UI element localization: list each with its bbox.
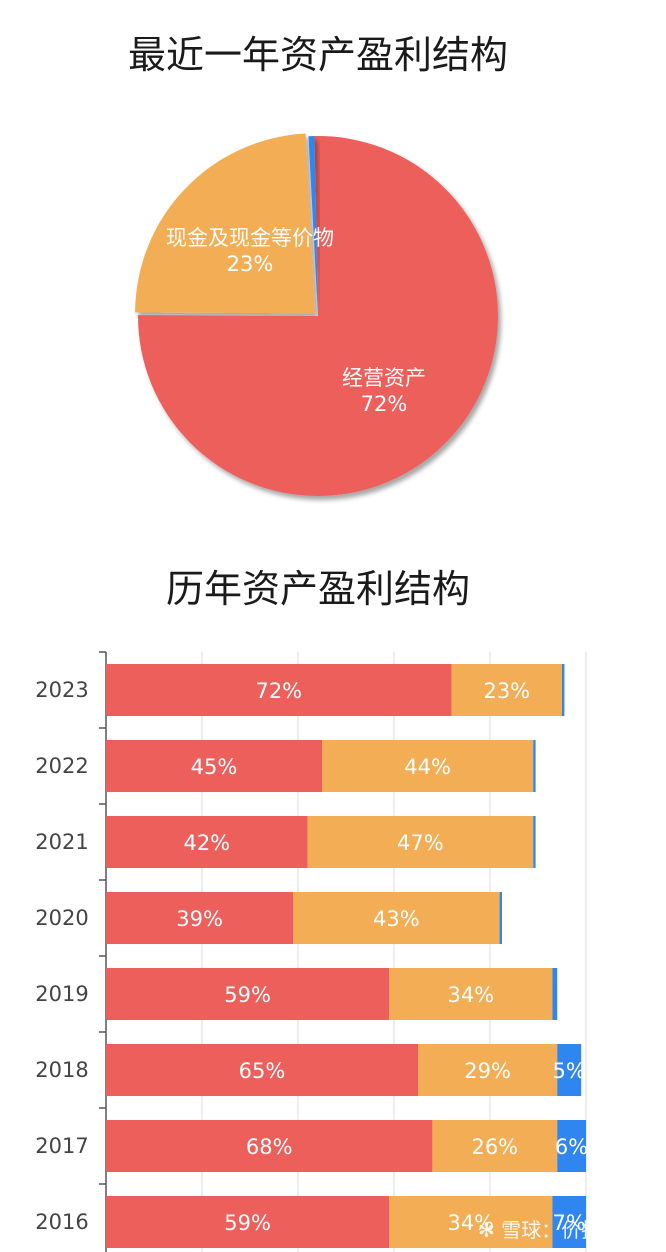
y-tick-label: 2020	[35, 906, 88, 930]
bar-data-label: 5%	[553, 1059, 586, 1083]
pie-slice-percent: 72%	[361, 392, 408, 416]
pie-slice-percent: 23%	[227, 252, 274, 276]
y-tick-label: 2019	[35, 982, 88, 1006]
bar-data-label: 26%	[471, 1135, 518, 1159]
bar-data-label: 59%	[224, 1211, 271, 1235]
bar-segment	[552, 968, 558, 1020]
bar-segment	[106, 1044, 418, 1096]
bar-segment	[499, 892, 502, 944]
bar-segment	[451, 664, 562, 716]
bar-segment	[557, 1044, 582, 1096]
bar-segment	[106, 1196, 390, 1248]
bar-segment	[106, 816, 308, 868]
pie-slice-1	[137, 136, 498, 497]
y-tick-label: 2022	[35, 754, 88, 778]
bar-segment	[562, 664, 565, 716]
bar-segment	[418, 1044, 558, 1096]
bar-segment	[307, 816, 534, 868]
bar-segment	[533, 740, 536, 792]
bar-segment	[552, 1196, 586, 1248]
watermark: ✻ 雪球：价投问道	[478, 1218, 642, 1242]
bar-segment	[106, 740, 322, 792]
pie-slice-label: 经营资产	[342, 366, 426, 390]
bar-segment	[557, 1120, 586, 1172]
y-tick-label: 2016	[35, 1210, 88, 1234]
bar-segment	[106, 664, 452, 716]
bar-data-label: 65%	[239, 1059, 286, 1083]
bar-data-label: 45%	[191, 755, 238, 779]
bar-segment	[389, 1196, 553, 1248]
bar-segment	[293, 892, 500, 944]
bar-data-label: 39%	[176, 907, 223, 931]
bar-data-label: 34%	[447, 983, 494, 1007]
bar-segment	[389, 968, 553, 1020]
pie-slice-2	[135, 133, 316, 314]
pie-slice-3	[308, 136, 318, 316]
bar-data-label: 34%	[447, 1211, 494, 1235]
y-tick-label: 2021	[35, 830, 88, 854]
bar-segment	[106, 1120, 433, 1172]
bar-data-label: 59%	[224, 983, 271, 1007]
bar-data-label: 42%	[183, 831, 230, 855]
pie-chart-title: 最近一年资产盈利结构	[127, 33, 508, 77]
bar-data-label: 7%	[553, 1211, 586, 1235]
bar-segment	[432, 1120, 558, 1172]
bar-data-label: 6%	[555, 1135, 588, 1159]
bar-data-label: 44%	[404, 755, 451, 779]
bar-data-label: 29%	[464, 1059, 511, 1083]
bar-data-label: 72%	[255, 679, 302, 703]
bar-data-label: 23%	[483, 679, 530, 703]
bar-segment	[322, 740, 534, 792]
y-tick-label: 2017	[35, 1134, 88, 1158]
bar-chart-title: 历年资产盈利结构	[165, 567, 470, 611]
pie-slice-label: 现金及现金等价物	[166, 226, 334, 250]
bar-segment	[106, 968, 390, 1020]
y-tick-label: 2018	[35, 1058, 88, 1082]
y-tick-label: 2023	[35, 678, 88, 702]
bar-segment	[533, 816, 536, 868]
bar-data-label: 47%	[397, 831, 444, 855]
stacked-bar-chart: 2023 72% 23% 2022 45% 44% 2021 42% 47% 2020 39% 43%…	[35, 651, 588, 1252]
bar-data-label: 68%	[246, 1135, 293, 1159]
bar-segment	[106, 892, 294, 944]
bar-data-label: 43%	[373, 907, 420, 931]
